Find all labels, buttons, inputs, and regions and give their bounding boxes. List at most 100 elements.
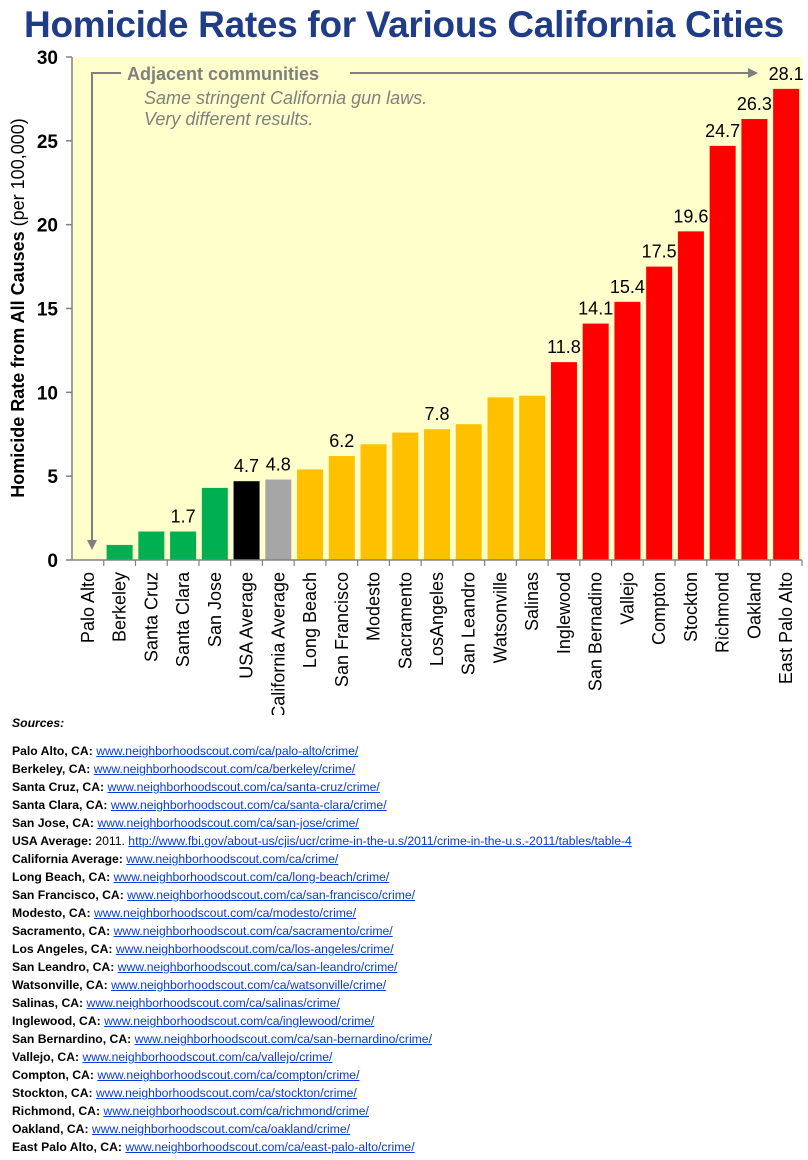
x-tick-label: Richmond bbox=[713, 572, 733, 653]
source-link[interactable]: www.neighborhoodscout.com/ca/modesto/cri… bbox=[93, 906, 357, 920]
x-tick-label: LosAngeles bbox=[427, 572, 447, 666]
x-tick-label: Salinas bbox=[522, 572, 542, 631]
data-label: 28.1 bbox=[769, 64, 804, 84]
x-tick-label: Sacramento bbox=[395, 572, 415, 669]
source-name: Long Beach, CA: bbox=[12, 870, 111, 884]
source-row: Santa Clara, CA: www.neighborhoodscout.c… bbox=[12, 796, 802, 814]
data-label: 17.5 bbox=[642, 242, 677, 262]
x-tick-label: Inglewood bbox=[554, 572, 574, 654]
y-tick-label: 0 bbox=[47, 551, 58, 572]
annotation-arrow-left bbox=[87, 72, 121, 550]
x-tick-label: San Leandro bbox=[459, 572, 479, 675]
source-row: Inglewood, CA: www.neighborhoodscout.com… bbox=[12, 1012, 802, 1030]
source-row: Palo Alto, CA: www.neighborhoodscout.com… bbox=[12, 742, 802, 760]
source-row: Richmond, CA: www.neighborhoodscout.com/… bbox=[12, 1102, 802, 1120]
y-axis-label: Homicide Rate from All Causes (per 100,00… bbox=[8, 118, 28, 497]
source-row: Berkeley, CA: www.neighborhoodscout.com/… bbox=[12, 760, 802, 778]
source-row: USA Average: 2011. http://www.fbi.gov/ab… bbox=[12, 832, 802, 850]
bar bbox=[550, 362, 577, 560]
bar bbox=[614, 301, 641, 560]
x-tick-label: Watsonville bbox=[490, 572, 510, 663]
y-axis-label-unit: (per 100,000) bbox=[8, 118, 28, 226]
source-link[interactable]: www.neighborhoodscout.com/ca/berkeley/cr… bbox=[93, 762, 356, 776]
source-name: Sacramento, CA: bbox=[12, 924, 111, 938]
sources-list: Palo Alto, CA: www.neighborhoodscout.com… bbox=[12, 742, 802, 1156]
data-label: 19.6 bbox=[673, 206, 708, 226]
chart: 0 5 10 15 20 25 30 1.7 4.7 4.8 6.2 7.8 11.8 14.115.4… bbox=[8, 48, 804, 715]
source-link[interactable]: www.neighborhoodscout.com/ca/san-francis… bbox=[127, 888, 416, 902]
source-row: Oakland, CA: www.neighborhoodscout.com/c… bbox=[12, 1120, 802, 1138]
source-name: San Jose, CA: bbox=[12, 816, 94, 830]
source-link[interactable]: www.neighborhoodscout.com/ca/compton/cri… bbox=[97, 1068, 360, 1082]
source-link[interactable]: www.neighborhoodscout.com/ca/crime/ bbox=[126, 852, 339, 866]
source-link[interactable]: www.neighborhoodscout.com/ca/san-jose/cr… bbox=[97, 816, 359, 830]
bar bbox=[360, 444, 387, 560]
x-tick-label: San Bernadino bbox=[586, 572, 606, 691]
source-row: Stockton, CA: www.neighborhoodscout.com/… bbox=[12, 1084, 802, 1102]
data-label: 26.3 bbox=[737, 94, 772, 114]
x-tick-label: Oakland bbox=[744, 572, 764, 639]
source-link[interactable]: www.neighborhoodscout.com/ca/oakland/cri… bbox=[91, 1122, 351, 1136]
bar bbox=[297, 469, 324, 560]
bar bbox=[138, 531, 165, 560]
source-link[interactable]: www.neighborhoodscout.com/ca/palo-alto/c… bbox=[96, 744, 359, 758]
source-row: Compton, CA: www.neighborhoodscout.com/c… bbox=[12, 1066, 802, 1084]
source-link[interactable]: http://www.fbi.gov/about-us/cjis/ucr/cri… bbox=[128, 834, 632, 848]
bar bbox=[773, 88, 800, 561]
bar bbox=[519, 395, 546, 560]
bar bbox=[709, 145, 736, 560]
bar bbox=[106, 544, 133, 560]
source-name: Watsonville, CA: bbox=[12, 978, 108, 992]
source-link[interactable]: www.neighborhoodscout.com/ca/san-leandro… bbox=[117, 960, 398, 974]
source-name: Oakland, CA: bbox=[12, 1122, 89, 1136]
data-label: 4.7 bbox=[234, 456, 259, 476]
y-tick-label: 5 bbox=[47, 467, 58, 488]
x-tick-label: Modesto bbox=[364, 572, 384, 641]
x-tick-label: San Jose bbox=[205, 572, 225, 647]
y-tick-label: 30 bbox=[37, 48, 58, 69]
source-link[interactable]: www.neighborhoodscout.com/ca/los-angeles… bbox=[115, 942, 394, 956]
bar bbox=[424, 429, 450, 560]
x-tick-label: Santa Cruz bbox=[141, 572, 161, 662]
x-tick-label: Long Beach bbox=[300, 572, 320, 668]
source-link[interactable]: www.neighborhoodscout.com/ca/santa-cruz/… bbox=[107, 780, 380, 794]
bar bbox=[233, 481, 260, 560]
source-name: Berkeley, CA: bbox=[12, 762, 91, 776]
y-tick-label: 10 bbox=[37, 383, 58, 404]
source-link[interactable]: www.neighborhoodscout.com/ca/sacramento/… bbox=[113, 924, 393, 938]
source-link[interactable]: www.neighborhoodscout.com/ca/inglewood/c… bbox=[104, 1014, 375, 1028]
source-link[interactable]: www.neighborhoodscout.com/ca/salinas/cri… bbox=[86, 996, 340, 1010]
data-label: 15.4 bbox=[610, 277, 645, 297]
source-link[interactable]: www.neighborhoodscout.com/ca/long-beach/… bbox=[113, 870, 390, 884]
x-tick-label: Palo Alto bbox=[78, 572, 98, 643]
x-tick-label: Santa Clara bbox=[173, 571, 193, 667]
sources-heading: Sources: bbox=[12, 716, 65, 730]
source-link[interactable]: www.neighborhoodscout.com/ca/stockton/cr… bbox=[95, 1086, 357, 1100]
source-row: Vallejo, CA: www.neighborhoodscout.com/c… bbox=[12, 1048, 802, 1066]
source-name: Santa Clara, CA: bbox=[12, 798, 108, 812]
x-tick-label: Berkeley bbox=[110, 572, 130, 642]
bar bbox=[487, 397, 514, 560]
source-name: San Bernardino, CA: bbox=[12, 1032, 132, 1046]
source-link[interactable]: www.neighborhoodscout.com/ca/watsonville… bbox=[111, 978, 387, 992]
x-tick-label: San Francisco bbox=[332, 572, 352, 687]
source-name: Richmond, CA: bbox=[12, 1104, 101, 1118]
source-name: California Average: bbox=[12, 852, 123, 866]
source-row: San Bernardino, CA: www.neighborhoodscou… bbox=[12, 1030, 802, 1048]
data-label: 14.1 bbox=[578, 299, 613, 319]
source-link[interactable]: www.neighborhoodscout.com/ca/san-bernard… bbox=[134, 1032, 432, 1046]
bar bbox=[741, 119, 768, 560]
page-title: Homicide Rates for Various California Ci… bbox=[24, 4, 784, 45]
source-link[interactable]: www.neighborhoodscout.com/ca/santa-clara… bbox=[110, 798, 387, 812]
y-axis-label-main: Homicide Rate from All Causes bbox=[8, 231, 28, 497]
source-link[interactable]: www.neighborhoodscout.com/ca/east-palo-a… bbox=[125, 1140, 415, 1154]
source-link[interactable]: www.neighborhoodscout.com/ca/richmond/cr… bbox=[103, 1104, 369, 1118]
source-name: Compton, CA: bbox=[12, 1068, 94, 1082]
source-row: San Francisco, CA: www.neighborhoodscout… bbox=[12, 886, 802, 904]
source-name: USA Average: bbox=[12, 834, 92, 848]
annotation-line-2: Very different results. bbox=[144, 109, 313, 129]
source-link[interactable]: www.neighborhoodscout.com/ca/vallejo/cri… bbox=[82, 1050, 333, 1064]
data-label: 11.8 bbox=[547, 337, 581, 357]
data-label: 4.8 bbox=[266, 455, 291, 475]
bar bbox=[328, 456, 355, 560]
